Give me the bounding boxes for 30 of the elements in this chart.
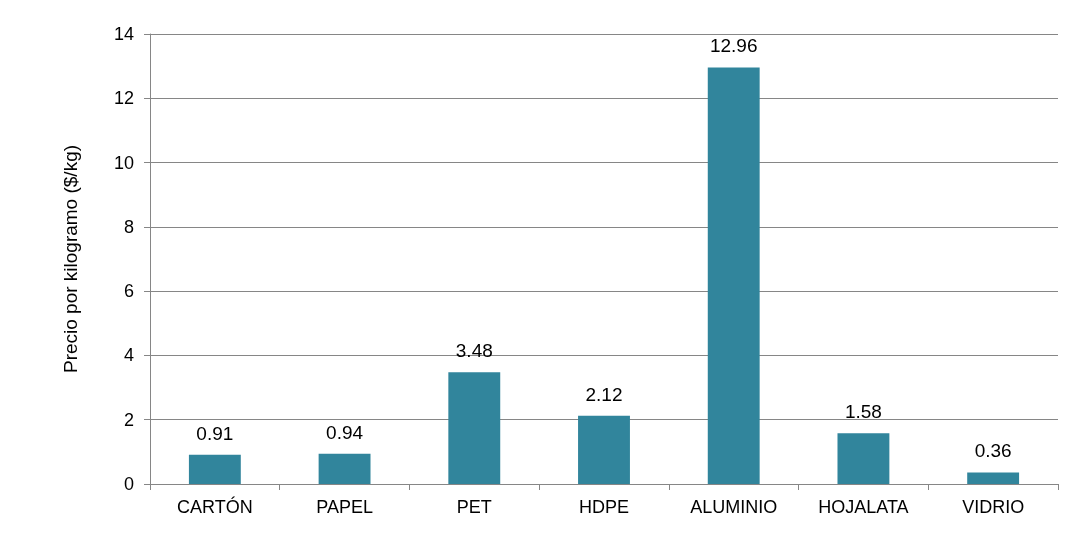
data-label: 2.12 <box>585 383 623 405</box>
data-label: 0.91 <box>196 422 234 444</box>
x-tick-label: VIDRIO <box>962 497 1025 517</box>
y-tick-label: 14 <box>113 24 134 44</box>
data-label: 0.36 <box>974 440 1012 462</box>
bar <box>188 454 241 484</box>
y-tick-label: 12 <box>113 88 134 109</box>
data-label: 0.94 <box>326 421 364 443</box>
data-label: 1.58 <box>844 401 882 423</box>
bar <box>578 415 630 484</box>
y-axis-title: Precio por kilogramo ($/kg) <box>60 144 81 374</box>
bar <box>837 433 890 484</box>
bar <box>967 472 1020 484</box>
data-label: 3.48 <box>455 340 493 362</box>
y-tick-label: 4 <box>123 345 134 366</box>
x-tick-label: PAPEL <box>316 497 373 517</box>
x-tick-label: HDPE <box>578 497 630 517</box>
bar <box>707 67 760 484</box>
bar <box>448 372 501 484</box>
y-tick-label: 8 <box>123 216 134 237</box>
y-tick-label: 2 <box>123 409 134 430</box>
x-tick-label: HOJALATA <box>818 497 909 517</box>
x-tick-label: PET <box>456 497 492 517</box>
data-label: 12.96 <box>709 35 758 57</box>
y-tick-label: 0 <box>123 474 134 494</box>
y-tick-label: 6 <box>123 281 134 302</box>
x-tick-label: CARTÓN <box>177 496 253 517</box>
y-tick-label: 10 <box>113 152 134 173</box>
x-tick-label: ALUMINIO <box>690 497 778 517</box>
bar <box>318 453 371 484</box>
